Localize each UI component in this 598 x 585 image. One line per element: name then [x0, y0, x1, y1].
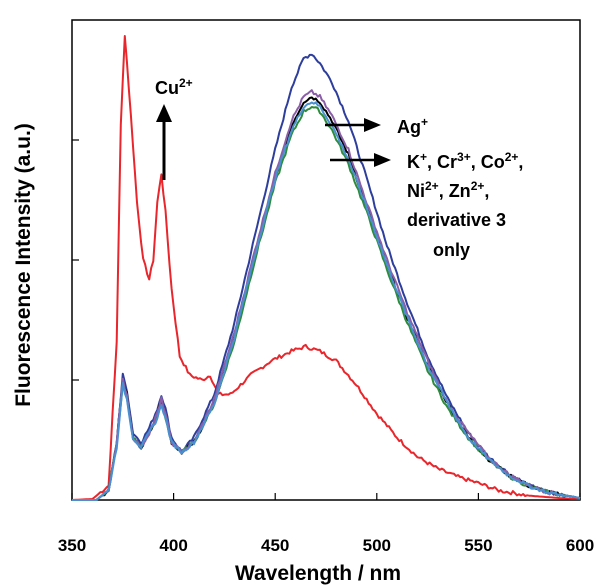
annotation-other-ions-line: Ni2+, Zn2+, [407, 179, 489, 201]
ag-arrow-head [364, 118, 381, 132]
x-tick-label: 400 [159, 536, 187, 555]
x-tick-label: 600 [566, 536, 594, 555]
x-axis-ticks: 350 400 450 500 550 600 [58, 493, 594, 555]
annotation-arrows [156, 104, 391, 180]
x-tick-label: 500 [363, 536, 391, 555]
annotation-other-ions-line: only [433, 240, 470, 260]
series-line-1 [71, 35, 581, 501]
x-tick-label: 550 [464, 536, 492, 555]
series-layer [71, 35, 581, 501]
x-tick-label: 450 [261, 536, 289, 555]
y-axis-ticks [72, 139, 79, 381]
annotation-other-ions-line: K+, Cr3+, Co2+, [407, 150, 523, 172]
y-axis-label: Fluorescence Intensity (a.u.) [12, 123, 35, 407]
annotation-cu: Cu2+ [155, 76, 193, 98]
series-line-6 [72, 101, 581, 501]
series-line-5 [72, 89, 581, 501]
others-arrow-head [374, 153, 391, 167]
annotation-other-ions-line: derivative 3 [407, 210, 506, 230]
cu-arrow-head [156, 104, 172, 122]
x-tick-label: 350 [58, 536, 86, 555]
x-axis-label: Wavelength / nm [235, 562, 401, 585]
annotation-other-ions: K+, Cr3+, Co2+, Ni2+, Zn2+, derivative 3 on… [407, 150, 523, 260]
annotation-ag: Ag+ [397, 115, 428, 137]
